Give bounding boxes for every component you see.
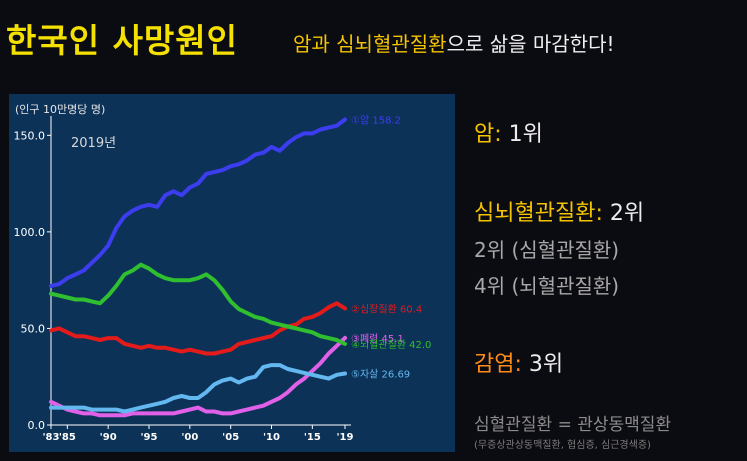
right-panel: 암: 1위 심뇌혈관질환: 2위 2위 (심혈관질환) 4위 (뇌혈관질환) 감… — [470, 0, 747, 461]
series-end-label: ②심장질환 60.4 — [351, 303, 422, 315]
equation-text: 심혈관질환 = 관상동맥질환 — [474, 415, 672, 435]
equation-note: (무증상관상동맥질환, 협심증, 심근경색증) — [474, 440, 651, 451]
cancer-rank-line: 암: 1위 — [474, 116, 543, 148]
x-tick-label: '95 — [141, 432, 158, 443]
brain-rank-line: 4위 (뇌혈관질환) — [474, 274, 620, 298]
y-tick-label: 100.0 — [14, 226, 46, 239]
x-tick-label: '15 — [304, 432, 321, 443]
colon-2: : — [595, 201, 610, 226]
cv-rank-line: 심뇌혈관질환: 2위 — [474, 195, 644, 227]
series-line — [49, 262, 347, 346]
pneumonia-rank-line: 감염: 3위 — [474, 346, 563, 378]
y-tick-label: 50.0 — [21, 322, 46, 335]
series-line — [49, 335, 347, 418]
axes: 0.0 50.0 100.0 150.0 '83'85 '90 '95 '00 '05 '10 '1… — [14, 116, 354, 443]
heart-rank-line: 2위 (심혈관질환) — [474, 238, 620, 262]
series-line — [49, 363, 347, 414]
series-end-label: ③폐렴 45.1 — [351, 332, 404, 345]
x-tick-label: '83 — [43, 432, 60, 443]
x-tick-label: '00 — [181, 432, 198, 443]
x-tick-label: '90 — [100, 432, 117, 443]
subtitle-highlight: 암과 심뇌혈관질환 — [293, 32, 447, 56]
page-subtitle: 암과 심뇌혈관질환으로 삶을 마감한다! — [293, 28, 615, 57]
x-tick-label: '10 — [263, 432, 280, 443]
cv-rank: 2위 — [609, 201, 645, 226]
x-tick-label: '05 — [222, 432, 239, 443]
cv-label: 심뇌혈관질환 — [474, 201, 596, 226]
pneumonia-label: 감염 — [474, 352, 515, 377]
cancer-rank: 1위 — [508, 122, 543, 147]
y-axis-label: (인구 10만명당 명) — [15, 103, 105, 116]
colon-3: : — [514, 352, 529, 377]
series-end-label: ⑤자살 26.69 — [351, 368, 410, 380]
x-tick-label: '19 — [337, 432, 354, 443]
series-end-label: ④뇌혈관질환 42.0 — [351, 338, 431, 351]
series-lines — [49, 117, 347, 418]
subtitle-rest: 으로 삶을 마감한다! — [446, 32, 615, 56]
y-tick-label: 150.0 — [14, 129, 46, 142]
year-label: 2019년 — [71, 136, 116, 151]
series-line — [49, 117, 347, 288]
y-tick-label: 0.0 — [28, 419, 46, 432]
page-title: 한국인 사망원인 — [6, 21, 239, 60]
cancer-label: 암 — [474, 122, 495, 147]
pneumonia-rank: 3위 — [528, 352, 564, 377]
chart-panel: (인구 10만명당 명) 2019년 0.0 50.0 100.0 150.0'83 '… — [9, 94, 455, 452]
x-tick-label: '85 — [59, 432, 76, 443]
series-line — [49, 301, 347, 356]
colon-1: : — [494, 122, 509, 147]
series-end-label: ①암 158.2 — [351, 114, 401, 126]
